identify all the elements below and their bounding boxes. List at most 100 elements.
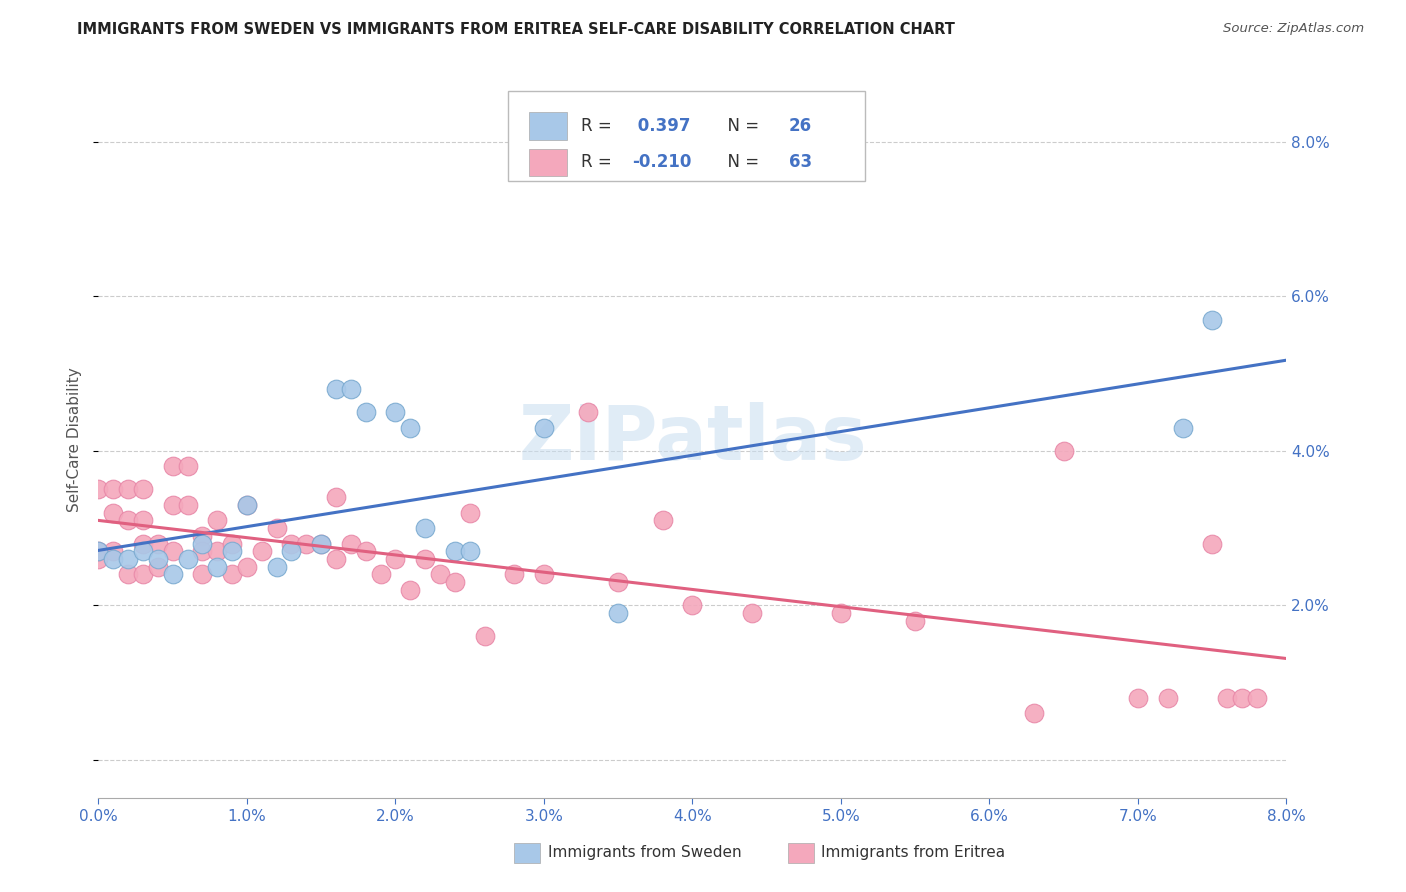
Point bbox=[354, 544, 377, 558]
Text: R =: R = bbox=[581, 153, 617, 171]
Point bbox=[607, 606, 630, 620]
Point bbox=[207, 513, 229, 527]
Point bbox=[1201, 312, 1223, 326]
Point bbox=[162, 567, 184, 582]
Point bbox=[503, 567, 526, 582]
Point bbox=[325, 382, 347, 396]
Point bbox=[370, 567, 392, 582]
Point bbox=[474, 629, 496, 643]
Point bbox=[162, 459, 184, 474]
FancyBboxPatch shape bbox=[529, 149, 567, 176]
FancyBboxPatch shape bbox=[515, 843, 540, 863]
Point bbox=[221, 567, 243, 582]
Point bbox=[340, 536, 363, 550]
Text: Immigrants from Eritrea: Immigrants from Eritrea bbox=[821, 845, 1005, 860]
Point bbox=[191, 567, 214, 582]
Point bbox=[280, 544, 302, 558]
Point bbox=[309, 536, 332, 550]
Point bbox=[1246, 690, 1268, 705]
Point bbox=[117, 567, 139, 582]
Text: N =: N = bbox=[717, 153, 765, 171]
Text: 63: 63 bbox=[789, 153, 811, 171]
Point bbox=[384, 405, 406, 419]
Point bbox=[87, 544, 110, 558]
Point bbox=[295, 536, 318, 550]
Point bbox=[1022, 706, 1045, 721]
Point bbox=[132, 544, 155, 558]
Point bbox=[1126, 690, 1149, 705]
Point bbox=[103, 483, 125, 497]
Point bbox=[458, 506, 481, 520]
Point bbox=[176, 552, 198, 566]
Point bbox=[132, 513, 155, 527]
Point bbox=[103, 544, 125, 558]
Point bbox=[132, 567, 155, 582]
Point bbox=[830, 606, 852, 620]
Point bbox=[1230, 690, 1253, 705]
Point bbox=[607, 575, 630, 590]
Point bbox=[444, 544, 467, 558]
Text: R =: R = bbox=[581, 117, 617, 135]
Point bbox=[191, 536, 214, 550]
Point bbox=[236, 498, 259, 512]
Point bbox=[87, 544, 110, 558]
Point bbox=[533, 421, 555, 435]
Point bbox=[399, 421, 422, 435]
Point bbox=[221, 536, 243, 550]
Point bbox=[413, 552, 436, 566]
Point bbox=[651, 513, 673, 527]
Point bbox=[681, 599, 703, 613]
Point bbox=[399, 582, 422, 597]
Point bbox=[741, 606, 763, 620]
Point bbox=[176, 498, 198, 512]
Text: Source: ZipAtlas.com: Source: ZipAtlas.com bbox=[1223, 22, 1364, 36]
Point bbox=[1171, 421, 1194, 435]
Text: 0.397: 0.397 bbox=[631, 117, 690, 135]
Point bbox=[132, 483, 155, 497]
Text: 26: 26 bbox=[789, 117, 811, 135]
Point bbox=[221, 544, 243, 558]
Point bbox=[207, 559, 229, 574]
Point bbox=[236, 498, 259, 512]
Text: Immigrants from Sweden: Immigrants from Sweden bbox=[547, 845, 741, 860]
Point bbox=[325, 552, 347, 566]
Y-axis label: Self-Care Disability: Self-Care Disability bbox=[67, 367, 83, 512]
Point bbox=[325, 490, 347, 504]
Point bbox=[103, 552, 125, 566]
Point bbox=[146, 552, 169, 566]
Point bbox=[1201, 536, 1223, 550]
Point bbox=[176, 459, 198, 474]
Point bbox=[280, 536, 302, 550]
Point bbox=[458, 544, 481, 558]
Point bbox=[87, 483, 110, 497]
Point bbox=[384, 552, 406, 566]
Point bbox=[413, 521, 436, 535]
Point bbox=[354, 405, 377, 419]
Text: ZIPatlas: ZIPatlas bbox=[519, 402, 866, 476]
Point bbox=[103, 506, 125, 520]
Text: N =: N = bbox=[717, 117, 765, 135]
Point bbox=[904, 614, 927, 628]
Point bbox=[117, 552, 139, 566]
Point bbox=[146, 559, 169, 574]
Point bbox=[578, 405, 600, 419]
Point bbox=[87, 552, 110, 566]
Text: IMMIGRANTS FROM SWEDEN VS IMMIGRANTS FROM ERITREA SELF-CARE DISABILITY CORRELATI: IMMIGRANTS FROM SWEDEN VS IMMIGRANTS FRO… bbox=[77, 22, 955, 37]
Point bbox=[429, 567, 451, 582]
Point bbox=[191, 544, 214, 558]
Point bbox=[132, 536, 155, 550]
Point bbox=[146, 536, 169, 550]
Point bbox=[1053, 443, 1076, 458]
Point bbox=[162, 498, 184, 512]
Point bbox=[266, 559, 288, 574]
FancyBboxPatch shape bbox=[787, 843, 814, 863]
Point bbox=[117, 483, 139, 497]
FancyBboxPatch shape bbox=[509, 91, 865, 181]
Point bbox=[533, 567, 555, 582]
Point bbox=[340, 382, 363, 396]
Point bbox=[266, 521, 288, 535]
Point bbox=[236, 559, 259, 574]
Point bbox=[309, 536, 332, 550]
Point bbox=[444, 575, 467, 590]
Point bbox=[1216, 690, 1239, 705]
